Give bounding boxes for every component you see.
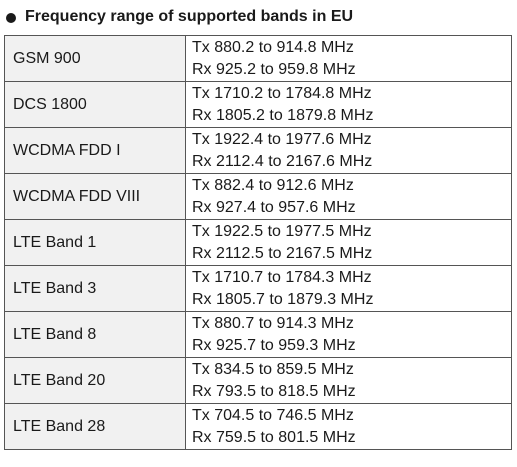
tx-range: Tx 1710.7 to 1784.3 MHz [192,268,372,286]
section-heading: Frequency range of supported bands in EU [6,6,353,28]
table-row: DCS 1800 Tx 1710.2 to 1784.8 MHz Rx 1805… [4,81,512,128]
frequency-cell: Tx 704.5 to 746.5 MHz Rx 759.5 to 801.5 … [185,403,512,450]
band-name: LTE Band 8 [4,311,186,358]
section-title: Frequency range of supported bands in EU [25,8,354,25]
band-name: LTE Band 28 [4,403,186,450]
frequency-cell: Tx 1710.7 to 1784.3 MHz Rx 1805.7 to 187… [185,265,512,312]
frequency-cell: Tx 1922.5 to 1977.5 MHz Rx 2112.5 to 216… [185,219,512,266]
table-row: LTE Band 28 Tx 704.5 to 746.5 MHz Rx 759… [4,403,512,450]
rx-range: Rx 2112.4 to 2167.6 MHz [192,152,373,170]
tx-range: Tx 704.5 to 746.5 MHz [192,406,354,424]
tx-range: Tx 880.7 to 914.3 MHz [192,314,354,332]
frequency-cell: Tx 1710.2 to 1784.8 MHz Rx 1805.2 to 187… [185,81,512,128]
frequency-cell: Tx 880.2 to 914.8 MHz Rx 925.2 to 959.8 … [185,35,512,82]
tx-range: Tx 834.5 to 859.5 MHz [192,360,354,378]
tx-range: Tx 882.4 to 912.6 MHz [192,176,354,194]
frequency-cell: Tx 834.5 to 859.5 MHz Rx 793.5 to 818.5 … [185,357,512,404]
rx-range: Rx 1805.2 to 1879.8 MHz [192,106,374,124]
rx-range: Rx 925.2 to 959.8 MHz [192,60,356,78]
table-row: WCDMA FDD I Tx 1922.4 to 1977.6 MHz Rx 2… [4,127,512,174]
table-row: LTE Band 8 Tx 880.7 to 914.3 MHz Rx 925.… [4,311,512,358]
table-row: GSM 900 Tx 880.2 to 914.8 MHz Rx 925.2 t… [4,35,512,82]
frequency-cell: Tx 880.7 to 914.3 MHz Rx 925.7 to 959.3 … [185,311,512,358]
table-row: LTE Band 20 Tx 834.5 to 859.5 MHz Rx 793… [4,357,512,404]
frequency-table: GSM 900 Tx 880.2 to 914.8 MHz Rx 925.2 t… [4,35,512,450]
tx-range: Tx 880.2 to 914.8 MHz [192,38,354,56]
bullet-icon [6,12,16,23]
table-row: LTE Band 3 Tx 1710.7 to 1784.3 MHz Rx 18… [4,265,512,312]
band-name: LTE Band 20 [4,357,186,404]
tx-range: Tx 1710.2 to 1784.8 MHz [192,84,372,102]
rx-range: Rx 759.5 to 801.5 MHz [192,428,356,446]
tx-range: Tx 1922.4 to 1977.6 MHz [192,130,372,148]
rx-range: Rx 793.5 to 818.5 MHz [192,382,356,400]
rx-range: Rx 927.4 to 957.6 MHz [192,198,356,216]
rx-range: Rx 925.7 to 959.3 MHz [192,336,356,354]
band-name: DCS 1800 [4,81,186,128]
frequency-cell: Tx 1922.4 to 1977.6 MHz Rx 2112.4 to 216… [185,127,512,174]
rx-range: Rx 2112.5 to 2167.5 MHz [192,244,373,262]
band-name: WCDMA FDD I [4,127,186,174]
table-row: LTE Band 1 Tx 1922.5 to 1977.5 MHz Rx 21… [4,219,512,266]
frequency-cell: Tx 882.4 to 912.6 MHz Rx 927.4 to 957.6 … [185,173,512,220]
band-name: LTE Band 1 [4,219,186,266]
band-name: LTE Band 3 [4,265,186,312]
band-name: WCDMA FDD VIII [4,173,186,220]
rx-range: Rx 1805.7 to 1879.3 MHz [192,290,374,308]
tx-range: Tx 1922.5 to 1977.5 MHz [192,222,372,240]
table-row: WCDMA FDD VIII Tx 882.4 to 912.6 MHz Rx … [4,173,512,220]
band-name: GSM 900 [4,35,186,82]
